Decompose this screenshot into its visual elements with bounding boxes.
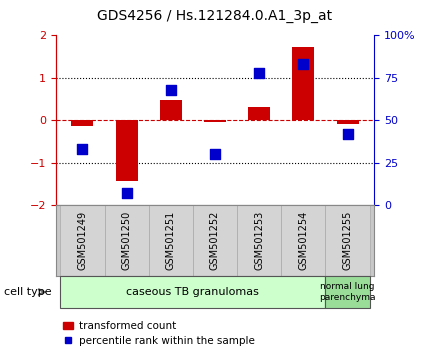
Bar [193,205,237,276]
Text: GSM501251: GSM501251 [166,211,176,270]
Bar [71,120,93,126]
Bar [248,107,270,120]
Text: GSM501254: GSM501254 [298,211,308,270]
Bar [237,205,281,276]
Text: cell type: cell type [4,287,52,297]
Point [212,152,218,157]
Bar [204,120,226,122]
Text: caseous TB granulomas: caseous TB granulomas [126,287,259,297]
Bar [60,276,326,308]
Bar [149,205,193,276]
Text: GSM501252: GSM501252 [210,211,220,270]
Bar [60,205,104,276]
Point [167,87,174,93]
Text: GDS4256 / Hs.121284.0.A1_3p_at: GDS4256 / Hs.121284.0.A1_3p_at [98,9,332,23]
Text: GSM501250: GSM501250 [122,211,132,270]
Text: GSM501249: GSM501249 [77,211,87,270]
Text: GSM501253: GSM501253 [254,211,264,270]
Bar [104,205,149,276]
Point [256,70,263,76]
Point [79,147,86,152]
Legend: transformed count, percentile rank within the sample: transformed count, percentile rank withi… [59,317,259,350]
Bar [337,120,359,124]
Point [344,131,351,137]
Bar [326,205,370,276]
Bar [116,120,138,181]
Bar [160,101,182,120]
Bar [326,276,370,308]
Point [300,62,307,67]
Bar [281,205,326,276]
Bar [292,47,314,120]
Text: normal lung
parenchyma: normal lung parenchyma [319,282,376,302]
Text: GSM501255: GSM501255 [343,211,353,270]
Point [123,190,130,196]
